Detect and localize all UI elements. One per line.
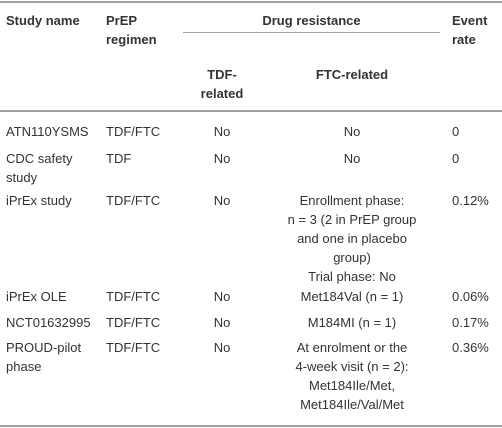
- header-cell: Study name: [6, 13, 80, 28]
- table-cell: PROUD-pilot phase: [6, 340, 82, 374]
- header-cell: Event rate: [452, 13, 488, 47]
- table-cell: Trial phase: No: [308, 269, 396, 284]
- table-cell: No: [343, 124, 361, 139]
- table-cell: TDF/FTC: [106, 124, 161, 139]
- table-cell: Enrollment phase:: [299, 193, 405, 208]
- table-cell: TDF/FTC: [106, 315, 161, 330]
- table-cell: 0.12%: [452, 193, 489, 208]
- header-cell: TDF-related: [200, 67, 244, 101]
- table-cell: No: [213, 340, 231, 355]
- table-cell: iPrEx study: [6, 193, 72, 208]
- table-cell: M184MI (n = 1): [307, 315, 397, 330]
- table-cell: 0.17%: [452, 315, 489, 330]
- header-cell: Drug resistance: [262, 13, 361, 28]
- table-cell: At enrolment or the: [296, 340, 408, 355]
- table-cell: and one in placebo: [297, 231, 407, 246]
- table-cell: TDF/FTC: [106, 289, 161, 304]
- table-cell: NCT01632995: [6, 315, 91, 330]
- table-cell: 0.36%: [452, 340, 489, 355]
- table-cell: n = 3 (2 in PrEP group: [287, 212, 417, 227]
- table-cell: ATN110YSMS: [6, 124, 89, 139]
- table-cell: Met184Ile/Met,: [309, 378, 395, 393]
- bottom-rule: [0, 425, 502, 427]
- table-cell: Met184Ile/Val/Met: [300, 397, 404, 412]
- table-cell: No: [213, 151, 231, 166]
- table-cell: TDF: [106, 151, 132, 166]
- table-cell: Met184Val (n = 1): [300, 289, 404, 304]
- top-rule: [0, 1, 502, 3]
- table-cell: 0.06%: [452, 289, 489, 304]
- table-cell: CDC safety study: [6, 151, 73, 185]
- table-cell: 4-week visit (n = 2):: [295, 359, 409, 374]
- table-cell: TDF/FTC: [106, 340, 161, 355]
- header-rule: [0, 110, 502, 112]
- span-rule: [183, 32, 440, 33]
- table-cell: iPrEx OLE: [6, 289, 67, 304]
- table-cell: No: [213, 289, 231, 304]
- table-cell: 0: [452, 151, 460, 166]
- table-cell: No: [213, 124, 231, 139]
- table-cell: TDF/FTC: [106, 193, 161, 208]
- table-cell: No: [213, 193, 231, 208]
- table-cell: group): [333, 250, 371, 265]
- table-cell: 0: [452, 124, 460, 139]
- header-cell: PrEP regimen: [106, 13, 157, 47]
- header-cell: FTC-related: [315, 67, 389, 82]
- table-cell: No: [343, 151, 361, 166]
- table-cell: No: [213, 315, 231, 330]
